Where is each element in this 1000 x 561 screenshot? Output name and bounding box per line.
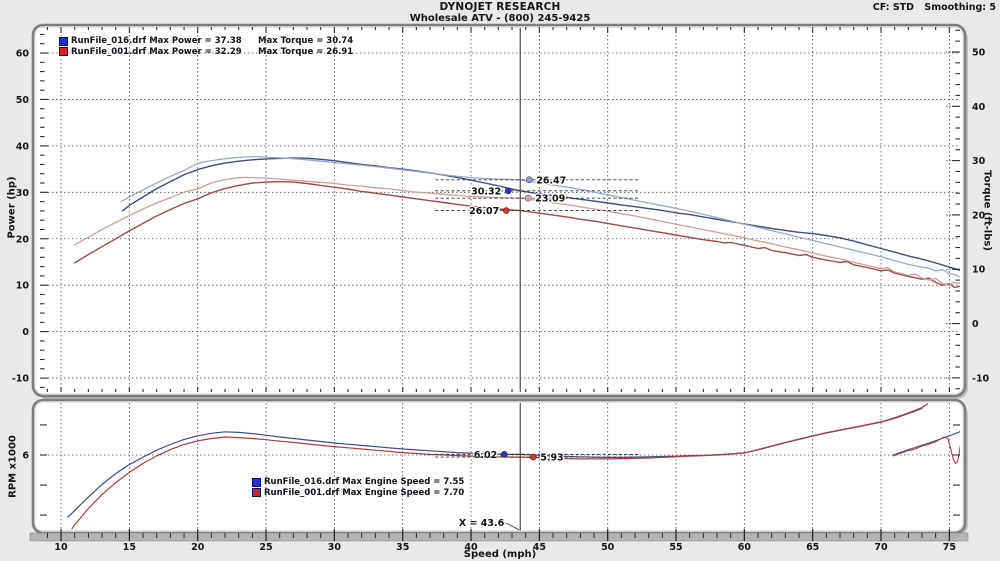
- cursor-value-label: 26.47: [536, 175, 566, 186]
- legend-run016-rpm: RunFile_016.drf Max Engine Speed = 7.55: [264, 477, 465, 487]
- top-panel-frame: [31, 23, 967, 398]
- svg-text:35: 35: [396, 542, 409, 553]
- svg-text:10: 10: [16, 281, 30, 292]
- run-001-swatch-icon: [252, 488, 261, 498]
- svg-text:6: 6: [22, 450, 29, 461]
- run-016-swatch-icon: [59, 36, 68, 46]
- svg-text:15: 15: [123, 542, 136, 553]
- svg-text:60: 60: [738, 542, 752, 553]
- svg-text:30: 30: [328, 542, 342, 553]
- series-power-001: [74, 181, 960, 289]
- rpm-cursor-markers: 6.02 5.93: [435, 449, 641, 465]
- speed-axis-ticks: [46, 529, 950, 541]
- legend-run001-power: RunFile_001.drf Max Power = 32.29: [71, 46, 242, 57]
- legend-row-runfile-016[interactable]: RunFile_016.drf Max Power = 37.38 Max To…: [59, 36, 353, 47]
- svg-text:30: 30: [972, 156, 986, 167]
- power-torque-series: [74, 155, 960, 289]
- run-016-swatch-icon: [252, 477, 261, 487]
- svg-text:20: 20: [191, 542, 205, 553]
- gridlines: [40, 27, 960, 531]
- page-subtitle: Wholesale ATV - (800) 245-9425: [409, 13, 591, 24]
- svg-text:40: 40: [16, 141, 30, 152]
- svg-text:60: 60: [16, 49, 30, 60]
- legend-row-rpm-016[interactable]: RunFile_016.drf Max Engine Speed = 7.55: [252, 477, 464, 488]
- cursor-dot-6.02: [500, 451, 508, 458]
- svg-text:65: 65: [806, 542, 819, 553]
- cursor-x-leader: [505, 522, 520, 531]
- cursor-dot-23.09: [524, 194, 532, 202]
- bottom-panel: [33, 400, 965, 533]
- cursor-value-label: 6.02: [474, 450, 497, 461]
- svg-text:30: 30: [16, 188, 30, 199]
- cursor-value-label: 30.32: [471, 186, 501, 197]
- legend-run001-torque: Max Torque = 26.91: [258, 46, 354, 57]
- rpm-axis-title: RPM x1000: [7, 435, 19, 498]
- series-power-016: [121, 157, 960, 271]
- svg-text:75: 75: [943, 542, 956, 553]
- svg-text:40: 40: [464, 542, 478, 553]
- axis-ticks: [40, 27, 960, 516]
- svg-text:50: 50: [601, 542, 615, 553]
- power-axis-title: Power (hp): [6, 176, 18, 239]
- speed-axis-title: Speed (mph): [463, 549, 537, 560]
- run-001-swatch-icon: [59, 47, 68, 57]
- svg-text:40: 40: [972, 102, 986, 113]
- page-title: DYNOJET RESEARCH: [439, 1, 561, 13]
- svg-text:55: 55: [669, 542, 682, 553]
- svg-text:25: 25: [259, 542, 272, 553]
- torque-axis-title: Torque (ft-lbs): [981, 170, 993, 251]
- legend-row-rpm-001[interactable]: RunFile_001.drf Max Engine Speed = 7.70: [252, 488, 464, 499]
- series-rpm-016-tail: [892, 431, 960, 456]
- series-rpm-001-tail: [892, 436, 960, 464]
- svg-text:0: 0: [22, 327, 29, 338]
- power-torque-cursor-markers: 30.32 26.47 26.07 23.09: [435, 174, 641, 218]
- legend-row-runfile-001[interactable]: RunFile_001.drf Max Power = 32.29 Max To…: [59, 47, 353, 58]
- svg-text:0: 0: [972, 319, 979, 330]
- correction-settings: CF: STD Smoothing: 5: [866, 2, 996, 13]
- cursor-dot-30.32: [504, 187, 512, 195]
- cursor-value-label: 5.93: [540, 453, 563, 464]
- svg-text:20: 20: [972, 210, 986, 221]
- svg-text:70: 70: [874, 542, 888, 553]
- legend-run016-power: RunFile_016.drf Max Power = 37.38: [71, 36, 242, 46]
- cursor-dot-26.47: [525, 176, 533, 184]
- svg-text:50: 50: [16, 95, 30, 106]
- series-rpm-001: [71, 403, 929, 530]
- cursor-dot-5.93: [529, 453, 537, 461]
- speed-axis-bar: [29, 532, 969, 542]
- axis-tick-labels: -10 0 10 20 30 40 50 60 -10 0 10 20 30 40 50 6 10 15 20 25 3…: [12, 47, 990, 553]
- cursor-value-label: 26.07: [469, 206, 499, 217]
- legend-run016-torque: Max Torque = 30.74: [258, 36, 354, 46]
- series-torque-016: [120, 155, 960, 278]
- svg-text:10: 10: [54, 542, 68, 553]
- rpm-legend: RunFile_016.drf Max Engine Speed = 7.55 …: [252, 477, 464, 498]
- cursor-x-label: X = 43.6: [459, 518, 505, 529]
- svg-text:10: 10: [972, 265, 986, 276]
- svg-text:20: 20: [16, 234, 30, 245]
- svg-text:50: 50: [972, 47, 986, 58]
- cf-label: CF: STD: [872, 2, 915, 13]
- series-torque-001: [74, 176, 960, 287]
- power-torque-legend: RunFile_016.drf Max Power = 37.38 Max To…: [59, 36, 353, 57]
- legend-run001-rpm: RunFile_001.drf Max Engine Speed = 7.70: [264, 487, 465, 498]
- svg-text:45: 45: [533, 542, 546, 553]
- svg-text:-10: -10: [972, 373, 990, 384]
- cursor-value-label: 23.09: [535, 194, 565, 205]
- smoothing-label: Smoothing: 5: [924, 2, 996, 13]
- svg-text:-10: -10: [12, 374, 30, 385]
- cursor-dot-26.07: [502, 207, 510, 214]
